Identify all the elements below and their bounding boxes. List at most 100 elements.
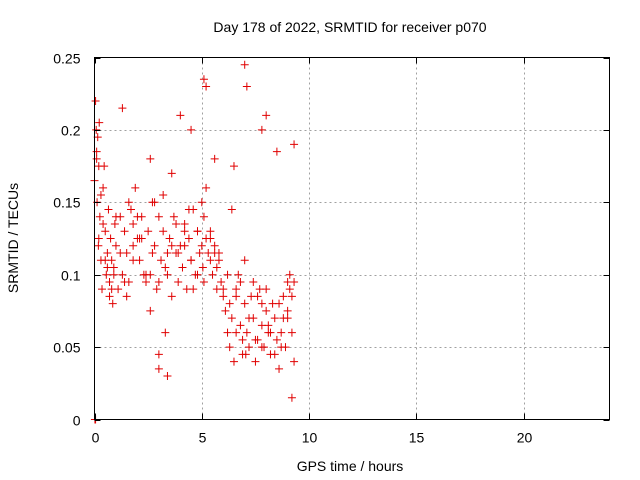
data-point: [206, 234, 215, 243]
data-point: [180, 220, 189, 229]
data-point: [142, 277, 150, 286]
data-point: [238, 335, 247, 344]
data-point: [92, 147, 101, 156]
data-point: [257, 125, 266, 134]
data-point: [245, 314, 253, 323]
data-point: [150, 241, 159, 250]
data-point: [232, 285, 241, 294]
y-tick-label: 0: [73, 413, 81, 429]
data-point: [270, 314, 279, 323]
data-point: [262, 111, 271, 120]
x-tick-label: 5: [199, 430, 207, 446]
data-point: [120, 227, 129, 236]
data-point: [277, 328, 286, 337]
data-point: [152, 285, 161, 294]
data-point: [146, 270, 155, 279]
data-point: [251, 335, 260, 344]
y-tick-label: 0.25: [53, 51, 80, 67]
data-point: [99, 183, 108, 192]
data-point: [266, 328, 275, 337]
data-point: [257, 343, 266, 352]
data-point: [208, 270, 217, 279]
y-tick-label: 0.05: [53, 340, 80, 356]
data-point: [202, 183, 211, 192]
data-point: [272, 147, 281, 156]
data-point: [144, 227, 153, 236]
data-point: [234, 270, 243, 279]
data-point: [240, 60, 249, 69]
data-point: [105, 292, 114, 301]
data-point: [225, 343, 234, 352]
data-point: [227, 314, 236, 323]
data-point: [122, 292, 131, 301]
x-tick-label: 10: [302, 430, 318, 446]
data-point: [161, 328, 170, 337]
data-point: [184, 205, 193, 214]
data-points: [90, 60, 299, 424]
data-point: [169, 212, 178, 221]
data-point: [285, 285, 294, 294]
data-point: [290, 277, 299, 286]
data-point: [193, 270, 202, 279]
data-point: [272, 335, 281, 344]
data-point: [118, 104, 127, 113]
data-point: [227, 205, 236, 214]
data-point: [236, 277, 245, 286]
data-point: [167, 292, 176, 301]
data-point: [103, 248, 112, 257]
data-point: [99, 220, 108, 229]
data-point: [223, 270, 232, 279]
data-point: [199, 277, 208, 286]
data-point: [279, 314, 288, 323]
data-point: [242, 82, 251, 91]
data-point: [240, 299, 249, 308]
data-point: [285, 270, 294, 279]
data-point: [219, 285, 228, 294]
y-axis-label: SRMTID / TECUs: [5, 183, 21, 293]
data-point: [163, 248, 172, 257]
data-point: [206, 256, 215, 265]
data-point: [167, 241, 176, 250]
data-point: [103, 263, 112, 272]
x-tick-label: 15: [409, 430, 425, 446]
data-point: [92, 154, 101, 163]
data-point: [287, 393, 296, 402]
data-point: [283, 306, 292, 315]
y-tick-labels: 0 0.05 0.1 0.15 0.2 0.25: [53, 51, 80, 429]
data-point: [189, 285, 198, 294]
data-point: [232, 292, 241, 301]
data-point: [159, 227, 168, 236]
data-point: [242, 328, 251, 337]
data-point: [264, 321, 273, 330]
data-point: [94, 234, 103, 243]
x-tick-label: 0: [92, 430, 100, 446]
data-point: [92, 125, 101, 134]
data-point: [96, 191, 105, 200]
data-point: [104, 205, 113, 214]
data-point: [223, 328, 232, 337]
data-point: [270, 350, 279, 359]
data-point: [154, 212, 163, 221]
chart-title: Day 178 of 2022, SRMTID for receiver p07…: [213, 19, 486, 35]
data-point: [290, 140, 299, 149]
data-point: [154, 277, 163, 286]
data-point: [94, 241, 103, 250]
y-tick-label: 0.1: [61, 268, 81, 284]
x-tick-label: 20: [517, 430, 533, 446]
data-point: [229, 162, 238, 171]
data-point: [129, 220, 138, 229]
data-point: [210, 241, 219, 250]
y-tick-label: 0.15: [53, 195, 80, 211]
data-point: [236, 321, 245, 330]
grid-lines: [94, 57, 610, 420]
data-point: [229, 357, 238, 366]
data-point: [287, 292, 296, 301]
data-point: [108, 299, 117, 308]
data-point: [98, 285, 107, 294]
axis-ticks: [94, 57, 610, 421]
data-point: [197, 241, 206, 250]
data-point: [290, 357, 299, 366]
data-point: [100, 162, 109, 171]
data-point: [275, 364, 284, 373]
